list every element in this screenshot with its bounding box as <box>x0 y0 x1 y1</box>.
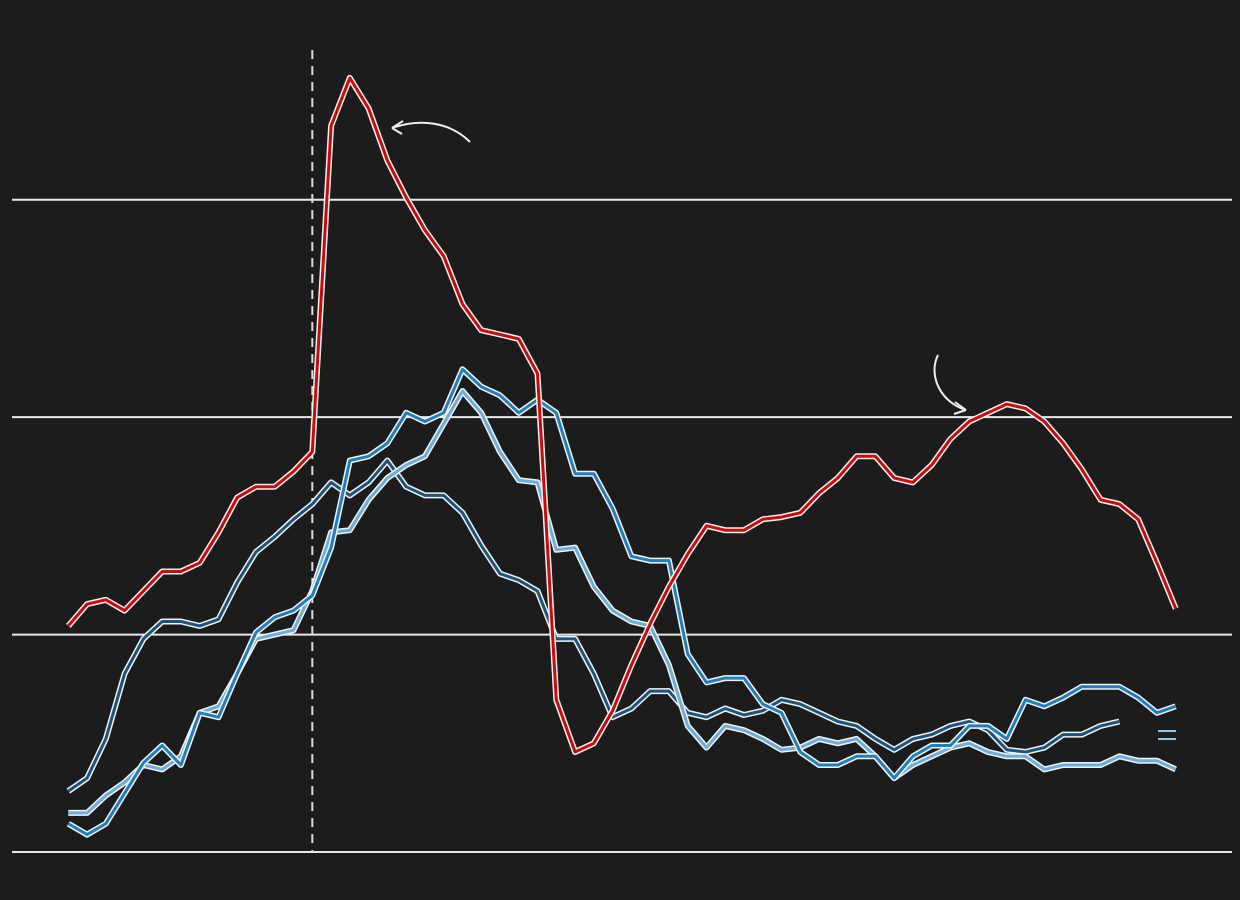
arrow-head <box>953 401 967 415</box>
line <box>67 459 1120 793</box>
grid <box>12 50 1232 853</box>
arrow <box>933 354 967 411</box>
arrow-head <box>391 120 404 135</box>
line <box>67 76 1178 754</box>
arrow <box>391 121 471 143</box>
line <box>67 367 1177 837</box>
lines <box>66 74 1179 838</box>
